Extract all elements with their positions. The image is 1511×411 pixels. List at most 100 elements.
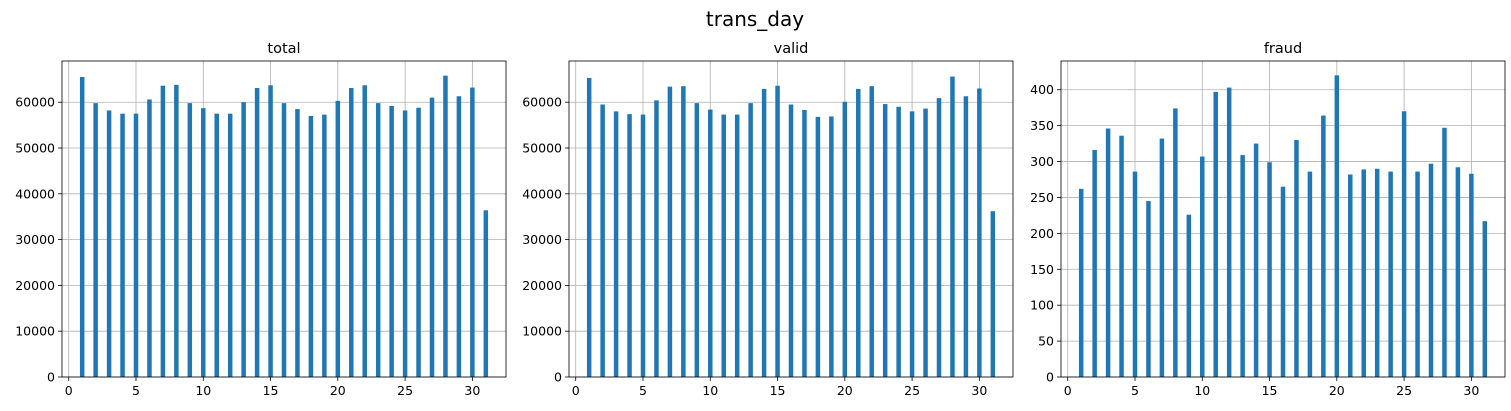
chart-1-bar-31	[990, 211, 996, 377]
chart-0-bar-8	[174, 84, 179, 378]
chart-2-ytick-label-2: 100	[1030, 298, 1054, 313]
chart-1-bar-9	[694, 103, 700, 377]
chart-2-bar-19	[1321, 115, 1326, 377]
chart-0-ytick-label-0: 0	[47, 370, 55, 385]
chart-1-xtick-label-3: 15	[770, 383, 786, 398]
chart-2-bar-26	[1415, 171, 1420, 377]
chart-2-bar-21	[1348, 174, 1353, 377]
chart-0-bar-19	[322, 114, 327, 377]
chart-1-ytick-label-6: 60000	[522, 95, 562, 110]
chart-1-bar-15	[775, 85, 780, 377]
chart-2-bar-30	[1469, 173, 1474, 377]
chart-1-ytick-label-1: 10000	[522, 324, 562, 339]
chart-0-bar-6	[147, 99, 152, 377]
chart-2-bar-16	[1280, 186, 1286, 377]
chart-2-ytick-label-8: 400	[1030, 82, 1054, 97]
chart-0-bar-2	[93, 103, 98, 377]
chart-0-xtick-label-6: 30	[464, 383, 480, 398]
chart-2-bar-17	[1294, 140, 1299, 377]
chart-1-bar-7	[667, 86, 673, 378]
chart-0-bar-7	[160, 85, 166, 377]
chart-1-ytick-label-2: 20000	[522, 278, 562, 293]
chart-1-bar-8	[681, 86, 686, 377]
chart-2-bar-24	[1388, 171, 1393, 377]
chart-1-title: valid	[774, 41, 809, 57]
chart-1-ytick-label-3: 30000	[522, 232, 562, 247]
chart-2-bar-18	[1307, 171, 1313, 377]
chart-0-frame	[61, 60, 507, 378]
chart-0-xtick-label-0: 0	[65, 383, 73, 398]
chart-0-ytick-label-3: 30000	[15, 232, 55, 247]
chart-2-bar-14	[1253, 143, 1259, 377]
chart-0-bar-4	[120, 113, 125, 378]
chart-2-bar-10	[1200, 156, 1205, 377]
chart-2-xtick-label-0: 0	[1064, 383, 1072, 398]
chart-2-bar-15	[1267, 162, 1272, 377]
chart-1-ytick-label-0: 0	[554, 370, 562, 385]
chart-0-bar-10	[201, 108, 206, 377]
chart-1-bar-21	[856, 88, 861, 378]
chart-1-bar-2	[600, 104, 605, 377]
chart-2-xtick-label-3: 15	[1262, 383, 1278, 398]
chart-0-bar-22	[362, 85, 367, 377]
chart-0-ytick-label-6: 60000	[15, 95, 55, 110]
chart-2-bar-22	[1361, 169, 1366, 377]
chart-1-xtick-label-6: 30	[971, 383, 987, 398]
chart-1-bar-27	[936, 98, 942, 378]
chart-2-bar-3	[1105, 128, 1111, 377]
chart-1-bar-24	[896, 106, 901, 377]
chart-0-bar-25	[402, 110, 408, 377]
chart-0-bar-18	[308, 115, 314, 378]
chart-0-title: total	[267, 41, 300, 57]
chart-2-bar-2	[1092, 150, 1097, 377]
subplot-fraud: 0 5 10 15 20 25 30050100150200250300350400frau…	[1030, 41, 1506, 398]
chart-2-bar-31	[1482, 221, 1488, 377]
chart-0-ytick-label-5: 50000	[15, 141, 55, 156]
chart-2-bar-20	[1334, 75, 1340, 377]
chart-0-bar-1	[79, 77, 85, 377]
chart-2-ytick-label-6: 300	[1030, 154, 1054, 169]
chart-2-xtick-label-1: 5	[1131, 383, 1139, 398]
chart-0-ytick-label-4: 40000	[15, 186, 55, 201]
chart-1-bar-5	[640, 114, 646, 377]
chart-0-xtick-label-1: 5	[132, 383, 140, 398]
chart-2-ytick-label-1: 50	[1038, 334, 1054, 349]
chart-0-bar-13	[241, 102, 246, 377]
chart-1-bar-29	[963, 96, 969, 378]
chart-0-bar-27	[429, 97, 435, 377]
chart-2-bar-27	[1428, 163, 1434, 377]
chart-1-bar-6	[654, 100, 659, 378]
chart-1-bar-28	[950, 76, 955, 377]
chart-0-bar-28	[443, 75, 448, 377]
chart-0-bar-30	[470, 87, 475, 377]
chart-0-bar-24	[389, 105, 394, 377]
chart-2-bar-1	[1078, 188, 1084, 377]
chart-2-bar-6	[1146, 201, 1151, 377]
chart-1-bar-3	[613, 111, 619, 378]
chart-1-bar-11	[721, 114, 726, 377]
chart-2-ytick-label-5: 250	[1030, 190, 1054, 205]
chart-0-xtick-label-3: 15	[263, 383, 279, 398]
chart-2-ytick-label-3: 150	[1030, 262, 1054, 277]
chart-0-ytick-label-1: 10000	[15, 324, 55, 339]
chart-1-bar-14	[761, 88, 767, 378]
chart-2-bar-4	[1119, 135, 1124, 377]
chart-2-ytick-label-0: 0	[1046, 370, 1054, 385]
chart-2-frame	[1060, 60, 1506, 378]
chart-1-frame	[568, 60, 1014, 378]
chart-0-bar-26	[416, 107, 421, 377]
figure-suptitle: trans_day	[706, 7, 804, 31]
chart-1-bar-23	[882, 104, 888, 377]
chart-0-bar-29	[456, 96, 462, 378]
chart-2-ytick-label-7: 350	[1030, 118, 1054, 133]
chart-2-bar-9	[1186, 214, 1192, 377]
chart-2-xtick-label-2: 10	[1194, 383, 1210, 398]
chart-1-bar-25	[909, 111, 915, 378]
chart-1-bar-17	[802, 110, 807, 377]
chart-1-xtick-label-0: 0	[572, 383, 580, 398]
chart-0-ytick-label-2: 20000	[15, 278, 55, 293]
chart-0-bar-14	[254, 88, 260, 377]
chart-1-xtick-label-1: 5	[639, 383, 647, 398]
chart-1-bar-4	[627, 114, 632, 377]
chart-2-xtick-label-4: 20	[1329, 383, 1345, 398]
